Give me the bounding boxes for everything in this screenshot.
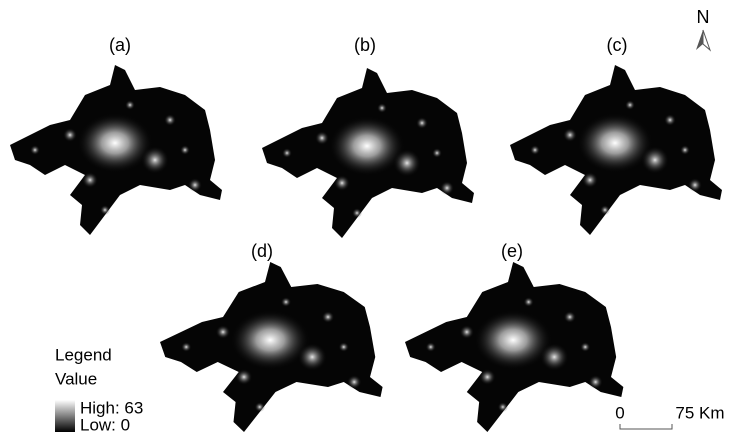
legend-ramp	[55, 400, 75, 432]
panel-label: (a)	[109, 35, 131, 55]
legend-low: Low: 0	[80, 415, 130, 434]
legend-title: Legend	[55, 345, 112, 364]
north-arrow	[702, 29, 712, 52]
map-e	[405, 262, 624, 432]
scale-bar	[619, 424, 673, 430]
map-d	[160, 262, 383, 432]
scale-start: 0	[615, 403, 624, 422]
north-label: N	[697, 7, 710, 27]
panel-label: (e)	[501, 241, 523, 261]
scale-end: 75 Km	[675, 403, 724, 422]
panel-label: (c)	[607, 35, 628, 55]
map-a	[10, 65, 222, 235]
map-b	[262, 68, 474, 238]
panel-label: (d)	[251, 241, 273, 261]
north-arrow	[696, 30, 703, 50]
legend-high: High: 63	[80, 398, 143, 417]
map-c	[510, 65, 722, 235]
legend-subtitle: Value	[55, 369, 97, 388]
panel-label: (b)	[354, 35, 376, 55]
